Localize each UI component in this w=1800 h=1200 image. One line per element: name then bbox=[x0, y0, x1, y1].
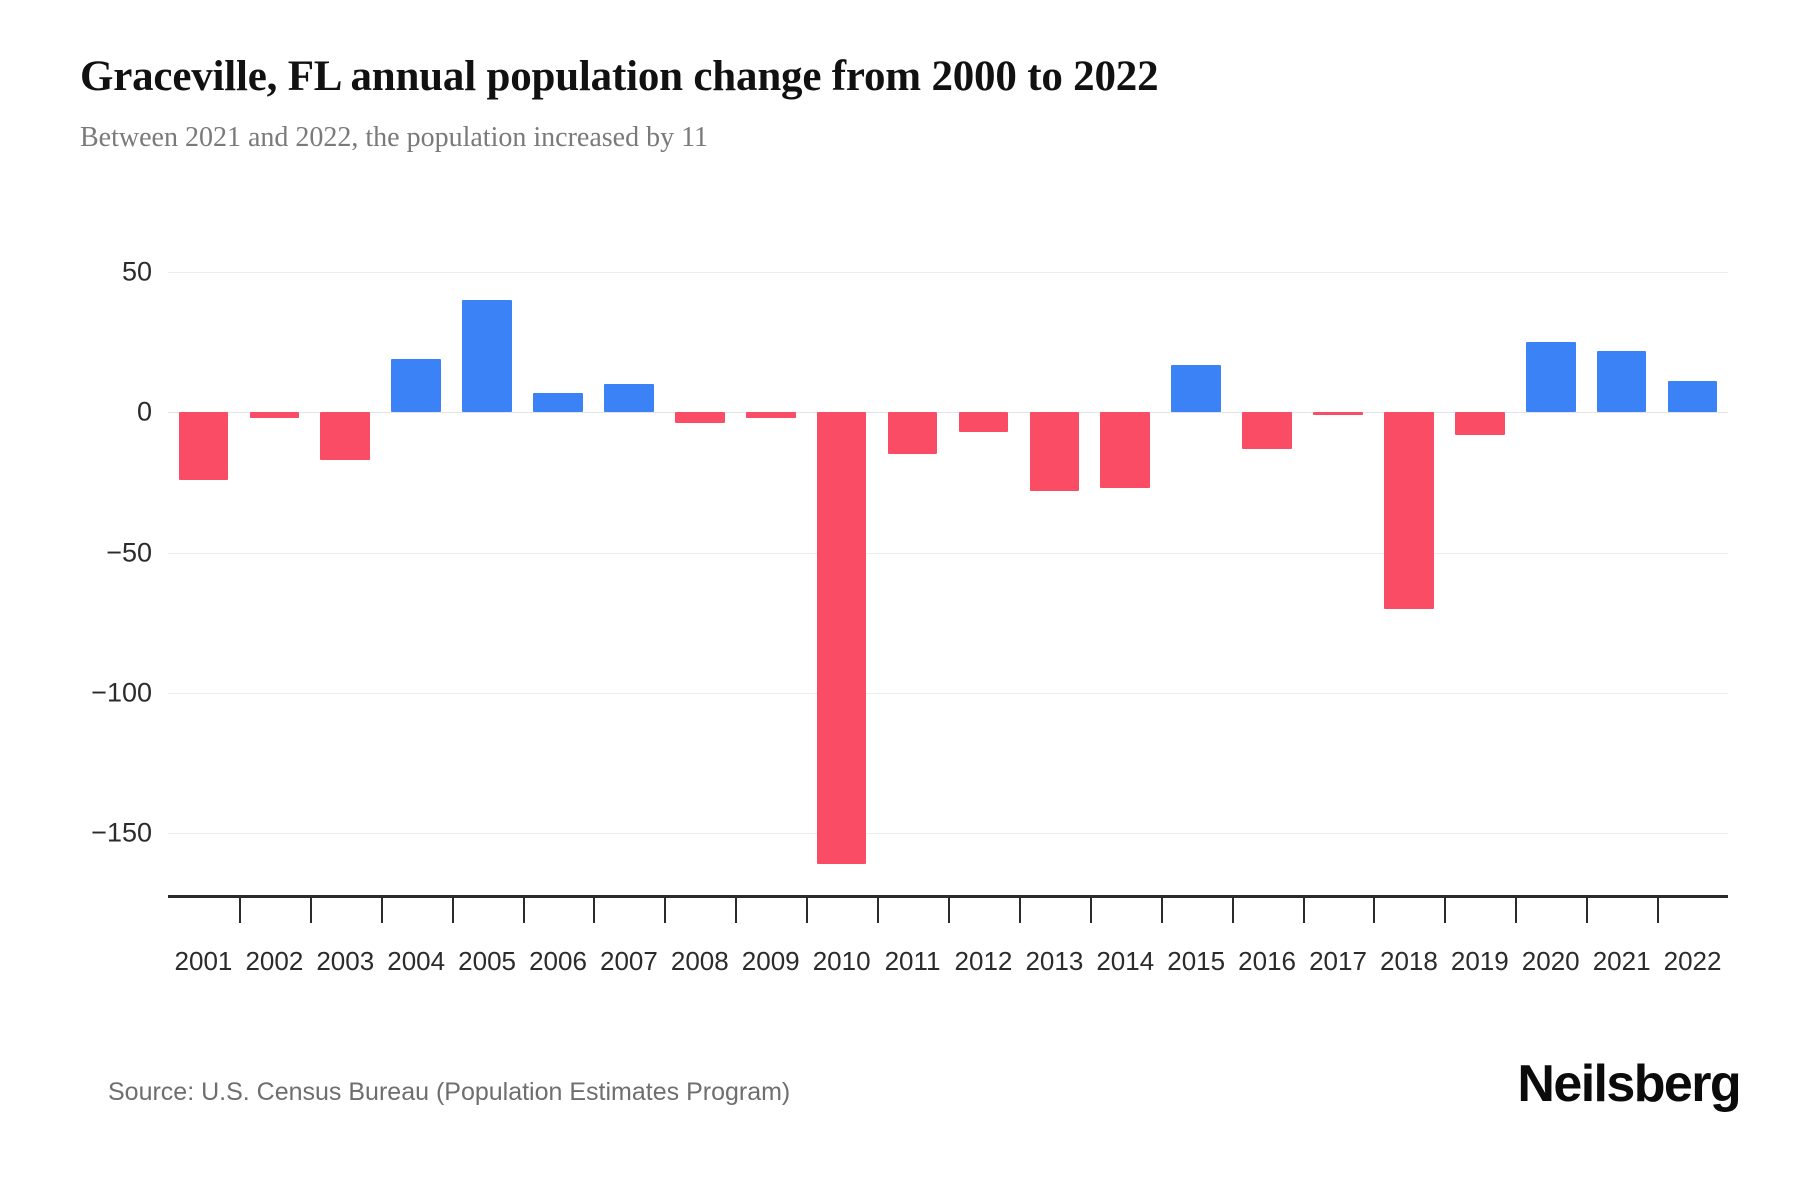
x-axis-tick bbox=[1089, 895, 1092, 923]
x-axis-tick bbox=[664, 895, 667, 923]
x-axis-tick-label: 2019 bbox=[1450, 946, 1509, 976]
x-axis-tick bbox=[877, 895, 880, 923]
bar-2008[interactable] bbox=[675, 412, 725, 424]
bar-2016[interactable] bbox=[1242, 412, 1292, 449]
bar-2004[interactable] bbox=[391, 358, 441, 413]
gridline-layer bbox=[168, 272, 1728, 834]
x-axis-tick-label: 2009 bbox=[741, 946, 800, 976]
chart-header: Graceville, FL annual population change … bbox=[80, 52, 1720, 155]
x-axis-tick-label: 2005 bbox=[458, 946, 516, 976]
bar-2007[interactable] bbox=[604, 384, 654, 413]
x-axis-tick-label: 2003 bbox=[316, 946, 375, 976]
bar-2022[interactable] bbox=[1667, 381, 1718, 413]
x-axis-tick-label: 2004 bbox=[387, 946, 446, 976]
bar-2003[interactable] bbox=[320, 412, 371, 460]
y-axis-tick-label: 50 bbox=[121, 256, 152, 287]
x-axis-tick bbox=[806, 895, 809, 923]
x-axis-tick bbox=[451, 895, 454, 923]
x-axis-tick-label: 2017 bbox=[1309, 946, 1367, 976]
x-axis-tick bbox=[380, 895, 383, 923]
y-axis-tick-label: −150 bbox=[91, 817, 152, 848]
source-note: Source: U.S. Census Bureau (Population E… bbox=[108, 1078, 791, 1106]
bar-2013[interactable] bbox=[1029, 412, 1080, 491]
gridline bbox=[168, 833, 1728, 834]
gridline bbox=[168, 272, 1728, 273]
y-axis-tick-label: 0 bbox=[136, 396, 152, 427]
x-axis-tick-label: 2016 bbox=[1238, 946, 1296, 976]
bar-2019[interactable] bbox=[1455, 412, 1505, 435]
chart-subtitle: Between 2021 and 2022, the population in… bbox=[80, 121, 709, 153]
bar-2009[interactable] bbox=[745, 412, 796, 418]
x-axis-tick-label: 2015 bbox=[1167, 946, 1226, 976]
x-axis-tick-label: 2008 bbox=[670, 946, 729, 976]
x-axis-tick bbox=[1515, 895, 1518, 923]
bar-2020[interactable] bbox=[1525, 342, 1576, 413]
x-axis-tick-label: 2012 bbox=[954, 946, 1013, 976]
x-axis-tick bbox=[948, 895, 950, 923]
bar-2012[interactable] bbox=[958, 412, 1009, 432]
x-axis-tick bbox=[238, 895, 241, 923]
x-axis-tick-label: 2013 bbox=[1025, 946, 1084, 976]
x-axis-tick-label: 2001 bbox=[174, 946, 233, 976]
bar-2002[interactable] bbox=[249, 412, 300, 418]
x-axis-tick bbox=[1657, 895, 1660, 923]
x-axis-tick-label: 2014 bbox=[1096, 946, 1155, 976]
gridline bbox=[168, 552, 1728, 554]
x-axis-tick bbox=[1373, 895, 1376, 923]
x-axis-tick-label: 2018 bbox=[1379, 946, 1438, 976]
y-axis-tick-label: −100 bbox=[91, 677, 152, 708]
x-axis-tick-label: 2002 bbox=[245, 946, 304, 976]
bar-2001[interactable] bbox=[178, 412, 229, 480]
x-axis-tick bbox=[522, 895, 525, 923]
x-axis-tick-label: 2020 bbox=[1521, 946, 1580, 976]
x-axis-tick bbox=[593, 895, 596, 923]
x-axis-tick bbox=[1160, 895, 1163, 923]
x-axis-tick-label: 2010 bbox=[812, 946, 871, 976]
x-axis-tick bbox=[309, 895, 312, 923]
x-axis-tick-label: 2022 bbox=[1663, 946, 1722, 976]
bar-2010[interactable] bbox=[816, 412, 867, 864]
gridline bbox=[168, 692, 1728, 694]
zero-gridline bbox=[168, 412, 1728, 414]
x-axis-tick bbox=[1231, 895, 1234, 923]
bar-series bbox=[168, 272, 1728, 864]
brand-logo: Neilsberg bbox=[1517, 1055, 1741, 1113]
bar-2015[interactable] bbox=[1171, 364, 1221, 413]
page-title: Graceville, FL annual population change … bbox=[80, 53, 1159, 100]
x-axis-tick bbox=[1444, 895, 1447, 923]
bar-2014[interactable] bbox=[1100, 412, 1151, 488]
x-axis-tick-label: 2007 bbox=[599, 946, 658, 976]
x-axis-tick-label: 2021 bbox=[1592, 946, 1651, 976]
x-axis-tick bbox=[1018, 895, 1021, 923]
bar-2017[interactable] bbox=[1313, 412, 1363, 416]
bar-2021[interactable] bbox=[1596, 350, 1647, 413]
x-axis-tick bbox=[1302, 895, 1305, 923]
x-axis-tick-label: 2006 bbox=[529, 946, 587, 976]
y-axis-tick-label: −50 bbox=[106, 537, 152, 567]
x-axis-tick bbox=[1586, 895, 1589, 923]
bar-2005[interactable] bbox=[462, 300, 512, 413]
bar-2006[interactable] bbox=[533, 392, 583, 413]
x-axis-tick bbox=[735, 895, 738, 923]
x-axis-tick-label: 2011 bbox=[884, 946, 941, 976]
bar-2011[interactable] bbox=[887, 412, 938, 455]
bar-2018[interactable] bbox=[1384, 412, 1434, 609]
